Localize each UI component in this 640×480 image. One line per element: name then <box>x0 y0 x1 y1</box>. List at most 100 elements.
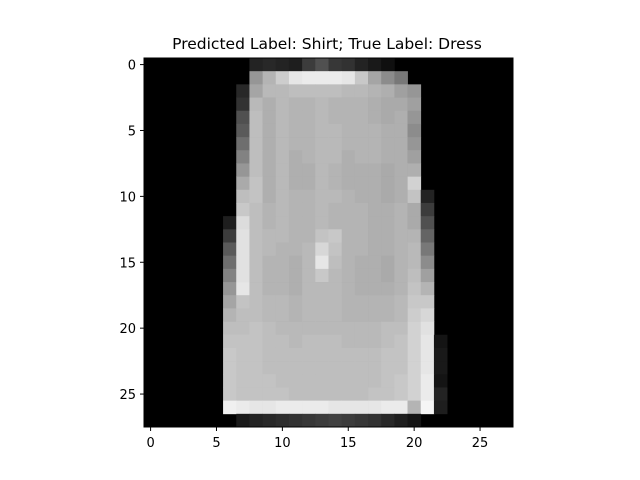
pixel-cell <box>368 137 382 151</box>
pixel-cell <box>394 334 408 349</box>
pixel-cell <box>407 347 422 362</box>
pixel-cell <box>236 176 250 191</box>
pixel-cell <box>236 400 250 415</box>
pixel-cell <box>341 216 356 230</box>
pixel-cell <box>381 413 395 428</box>
pixel-cell <box>288 163 303 177</box>
pixel-cell <box>249 110 263 125</box>
pixel-cell <box>368 255 382 270</box>
pixel-cell <box>328 163 343 177</box>
pixel-cell <box>341 58 356 72</box>
y-axis: 0 5 10 15 20 25 <box>119 59 144 403</box>
pixel-cell <box>368 334 382 349</box>
pixel-cell <box>262 255 277 270</box>
pixel-cell <box>236 229 250 243</box>
pixel-cell <box>341 163 356 177</box>
pixel-cell <box>368 387 382 401</box>
pixel-cell <box>315 216 329 230</box>
pixel-cell <box>249 216 263 230</box>
pixel-cell <box>381 242 395 257</box>
pixel-cell <box>368 84 382 98</box>
pixel-cell <box>381 347 395 362</box>
pixel-cell <box>341 110 356 125</box>
pixel-cell <box>288 400 303 415</box>
pixel-cell <box>223 334 237 349</box>
pixel-cell <box>236 242 250 257</box>
pixel-cell <box>368 268 382 283</box>
pixel-cell <box>223 255 237 270</box>
pixel-cell <box>420 308 435 322</box>
y-tick-label: 5 <box>128 124 136 139</box>
pixel-cell <box>394 347 408 362</box>
pixel-cell <box>236 295 250 309</box>
pixel-cell <box>223 400 237 415</box>
pixel-cell <box>315 334 329 349</box>
pixel-cell <box>381 163 395 177</box>
pixel-cell <box>407 202 422 217</box>
pixel-cell <box>354 413 369 428</box>
pixel-cell <box>420 255 435 270</box>
pixel-cell <box>288 374 303 388</box>
pixel-cell <box>354 321 369 336</box>
pixel-cell <box>275 189 290 204</box>
pixel-cell <box>275 123 290 138</box>
pixel-cell <box>394 176 408 191</box>
pixel-cell <box>315 361 329 375</box>
pixel-cell <box>288 361 303 375</box>
pixel-cell <box>262 163 277 177</box>
pixel-cell <box>381 216 395 230</box>
pixel-cell <box>328 361 343 375</box>
pixel-cell <box>302 189 316 204</box>
pixel-cell <box>341 229 356 243</box>
pixel-cell <box>407 413 422 428</box>
pixel-cell <box>223 268 237 283</box>
pixel-cell <box>381 282 395 296</box>
pixel-cell <box>249 321 263 336</box>
pixel-cell <box>354 308 369 322</box>
pixel-cell <box>328 150 343 164</box>
pixel-cell <box>407 334 422 349</box>
pixel-cell <box>315 295 329 309</box>
pixel-cell <box>275 268 290 283</box>
pixel-cell <box>433 347 448 362</box>
pixel-cell <box>328 268 343 283</box>
pixel-cell <box>249 163 263 177</box>
pixel-cell <box>236 321 250 336</box>
pixel-cell <box>328 216 343 230</box>
pixel-cell <box>223 374 237 388</box>
pixel-cell <box>315 400 329 415</box>
pixel-cell <box>328 400 343 415</box>
pixel-cell <box>223 361 237 375</box>
pixel-cell <box>262 282 277 296</box>
pixel-cell <box>236 137 250 151</box>
pixel-cell <box>275 97 290 112</box>
pixel-cell <box>236 84 250 98</box>
pixel-cell <box>315 282 329 296</box>
pixel-cell <box>315 387 329 401</box>
pixel-cell <box>341 295 356 309</box>
pixel-cell <box>288 84 303 98</box>
pixel-cell <box>394 308 408 322</box>
pixel-cell <box>302 400 316 415</box>
pixel-cell <box>262 308 277 322</box>
x-tick-label: 0 <box>146 436 154 451</box>
pixel-cell <box>262 123 277 138</box>
pixel-cell <box>302 413 316 428</box>
pixel-cell <box>354 202 369 217</box>
pixel-cell <box>249 150 263 164</box>
pixel-cell <box>354 374 369 388</box>
pixel-cell <box>275 229 290 243</box>
pixel-cell <box>275 347 290 362</box>
pixel-cell <box>341 97 356 112</box>
pixel-cell <box>275 216 290 230</box>
pixel-cell <box>407 400 422 415</box>
pixel-cell <box>341 71 356 85</box>
pixel-cell <box>302 295 316 309</box>
pixel-cell <box>328 71 343 85</box>
pixel-cell <box>302 387 316 401</box>
pixel-cell <box>368 321 382 336</box>
pixel-cell <box>407 216 422 230</box>
pixel-cell <box>407 123 422 138</box>
pixel-cell <box>275 163 290 177</box>
pixel-cell <box>433 334 448 349</box>
